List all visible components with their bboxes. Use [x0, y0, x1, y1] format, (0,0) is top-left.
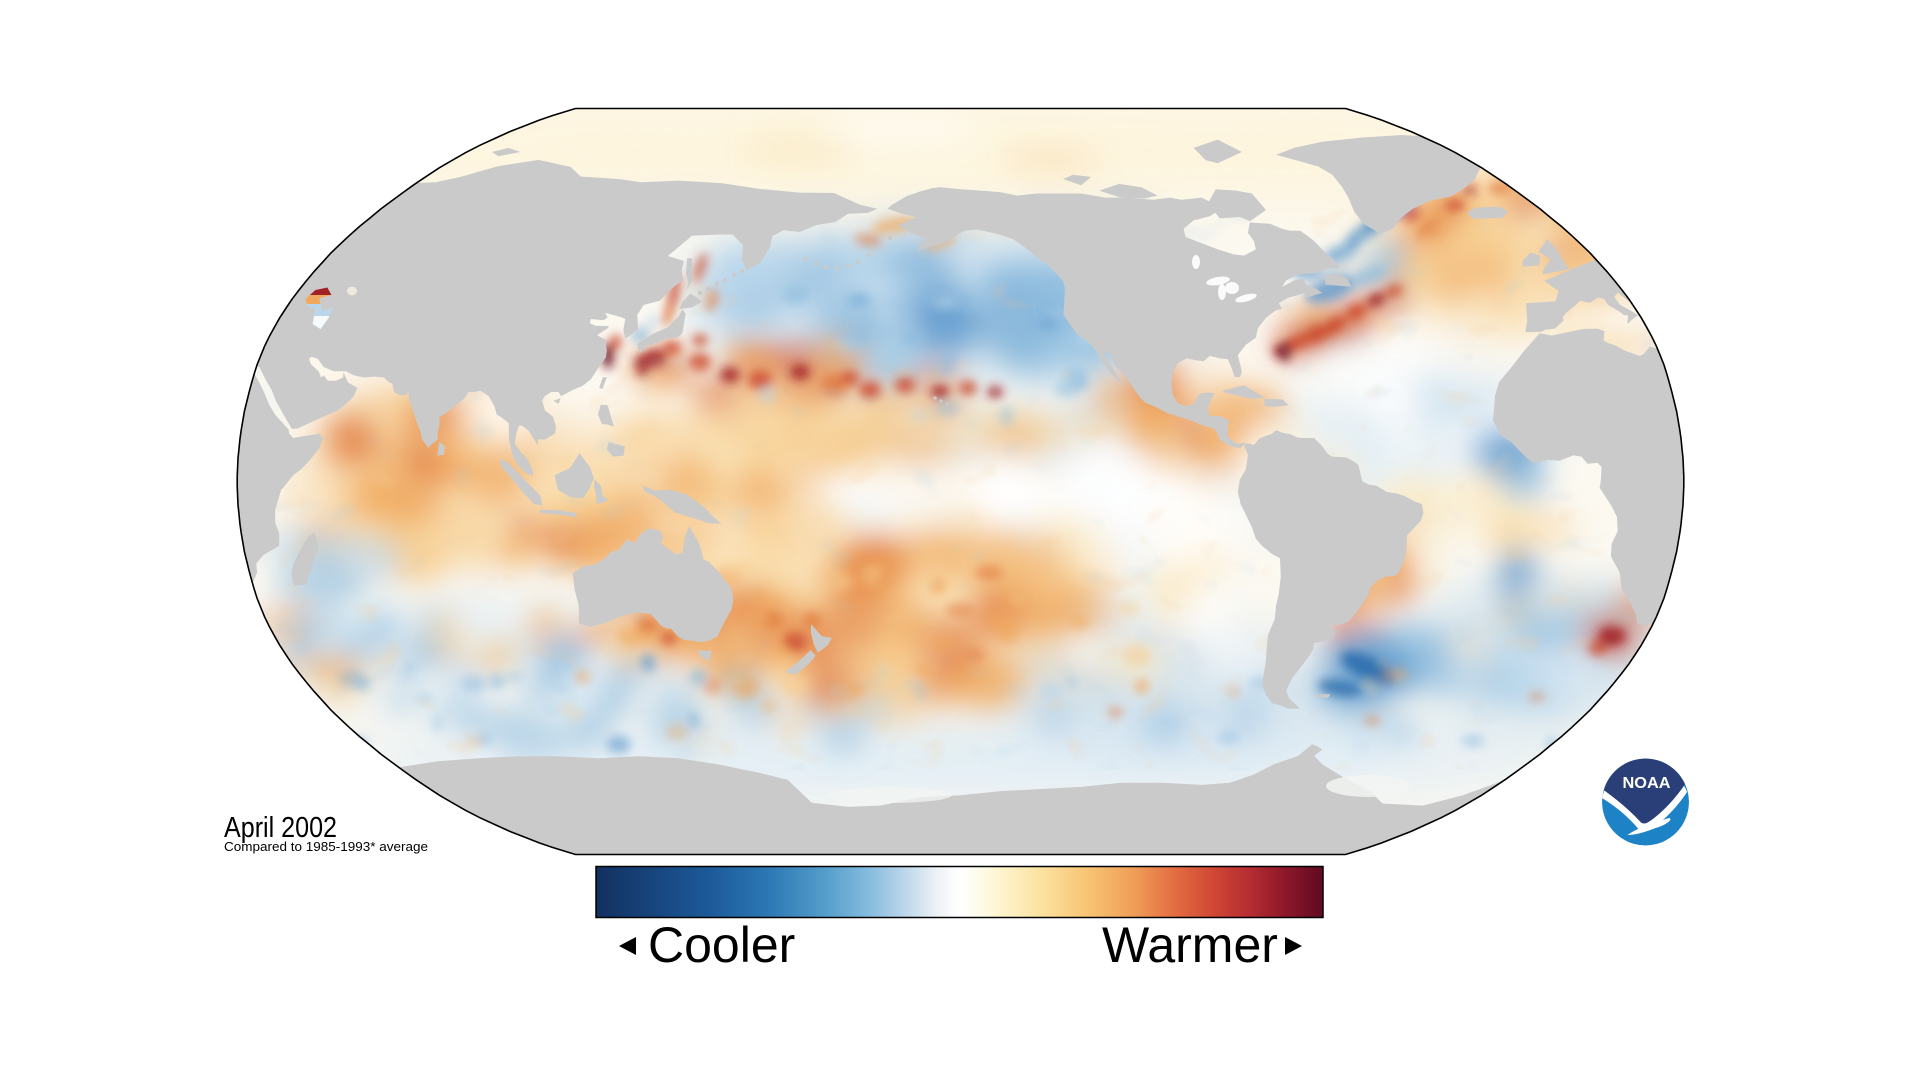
svg-text:April 2002: April 2002 [224, 812, 337, 844]
svg-text:Warmer: Warmer [1102, 917, 1278, 973]
svg-text:Cooler: Cooler [648, 917, 795, 973]
svg-text:NOAA: NOAA [1623, 775, 1671, 792]
svg-text:Compared to 1985-1993* average: Compared to 1985-1993* average [224, 840, 428, 854]
